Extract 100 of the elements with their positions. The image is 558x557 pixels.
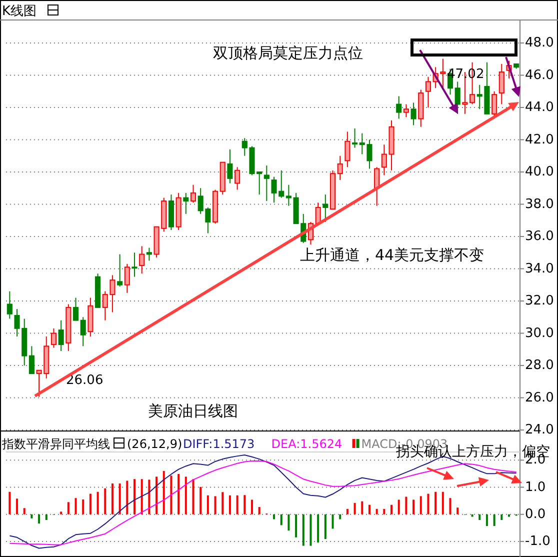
candlestick — [264, 165, 270, 202]
candlestick — [410, 102, 416, 126]
bar — [368, 504, 370, 514]
bar — [82, 499, 84, 514]
bar — [170, 476, 172, 514]
annotation: 上升通道，44美元支撑不变 — [300, 246, 484, 264]
y-tick-label: 26.0 — [525, 390, 554, 406]
chart-title: 指数平滑异同平均线 — [1, 437, 110, 451]
y-tick-label: 36.0 — [525, 229, 554, 244]
bar — [420, 496, 422, 514]
bar — [89, 494, 92, 514]
bar — [67, 502, 70, 514]
bar — [200, 486, 202, 514]
bar — [508, 514, 510, 517]
y-tick-label: 46.0 — [525, 68, 554, 83]
candlestick — [396, 96, 402, 120]
bar — [376, 508, 378, 514]
bar — [398, 500, 400, 514]
bar — [493, 514, 496, 526]
series-label: DEA:1.5624 — [271, 437, 342, 451]
y-tick-label: 1.0 — [525, 480, 546, 495]
candlestick — [234, 166, 240, 190]
bar — [273, 514, 276, 520]
bar — [324, 514, 326, 540]
candlestick — [50, 328, 57, 348]
y-tick-label: 42.0 — [525, 132, 554, 148]
bar — [134, 479, 136, 514]
bar — [346, 508, 348, 514]
candlestick — [124, 263, 130, 294]
annotation: 美原油日线图 — [148, 402, 238, 420]
y-tick-label: 40.0 — [525, 164, 554, 180]
bar — [184, 476, 187, 514]
bar — [156, 476, 158, 514]
bar — [111, 483, 114, 514]
candlestick — [403, 104, 409, 118]
y-tick-label: 48.0 — [525, 36, 554, 51]
bar — [206, 495, 209, 514]
candlestick — [190, 184, 196, 204]
candlestick — [454, 81, 460, 114]
candlestick — [6, 290, 12, 320]
bar — [23, 508, 26, 514]
bar — [332, 514, 334, 529]
bar — [162, 470, 165, 514]
bar — [471, 514, 474, 517]
bar — [280, 514, 282, 526]
bar — [250, 500, 253, 514]
bar — [178, 474, 180, 514]
chart-subtitle: (26,12,9) — [127, 437, 182, 451]
annotation: 双顶格局莫定压力点位 — [213, 44, 363, 62]
bar — [500, 514, 503, 520]
bar — [8, 492, 11, 514]
bar — [354, 502, 356, 514]
candlestick — [139, 246, 145, 274]
bar — [258, 507, 260, 514]
candlestick — [286, 184, 292, 206]
bar — [148, 480, 150, 514]
bar — [214, 496, 216, 514]
candlestick — [352, 128, 358, 148]
candlestick — [498, 63, 504, 105]
y-tick-label: 24.0 — [525, 422, 554, 438]
bar — [390, 504, 392, 514]
candlestick — [183, 192, 189, 214]
bar — [288, 514, 290, 531]
bar — [244, 495, 246, 514]
bar — [236, 495, 238, 514]
bar — [310, 514, 312, 546]
candlestick — [227, 148, 233, 184]
bar — [140, 479, 143, 514]
bar — [118, 483, 121, 514]
chart-title: K线图 — [2, 4, 37, 19]
bar — [302, 514, 304, 546]
candlestick — [28, 346, 34, 374]
bar — [45, 514, 48, 520]
candlestick — [337, 155, 343, 181]
y-tick-label: -1.0 — [525, 534, 550, 550]
candlestick — [117, 254, 123, 287]
bar — [339, 514, 342, 520]
bar — [96, 492, 99, 514]
y-tick-label: 0.0 — [525, 506, 546, 522]
series-label: DIFF:1.5173 — [183, 437, 255, 451]
candlestick — [344, 131, 350, 168]
bar — [317, 514, 320, 543]
candlestick — [132, 252, 138, 278]
bar — [449, 498, 452, 514]
y-tick-label: 28.0 — [525, 358, 554, 374]
bar — [442, 492, 444, 514]
candlestick — [322, 194, 328, 222]
bar — [486, 514, 488, 526]
bar — [412, 500, 415, 514]
bar — [361, 501, 364, 514]
bar — [295, 514, 298, 538]
bar — [478, 514, 481, 520]
bar — [405, 496, 408, 514]
candlestick — [72, 297, 79, 321]
bar — [456, 508, 459, 514]
candlestick — [425, 76, 431, 108]
bar — [192, 479, 194, 514]
bar — [30, 514, 33, 518]
bar — [383, 508, 386, 514]
annotation: 26.06 — [66, 373, 104, 388]
